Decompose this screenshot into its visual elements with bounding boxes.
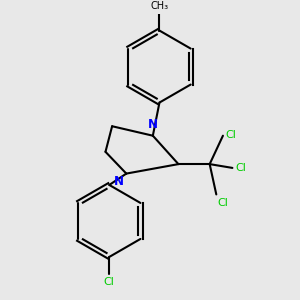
Text: Cl: Cl [235, 163, 246, 173]
Text: Cl: Cl [217, 198, 228, 208]
Text: CH₃: CH₃ [150, 1, 169, 11]
Text: N: N [148, 118, 158, 131]
Text: Cl: Cl [104, 277, 115, 287]
Text: N: N [113, 176, 124, 188]
Text: Cl: Cl [226, 130, 237, 140]
